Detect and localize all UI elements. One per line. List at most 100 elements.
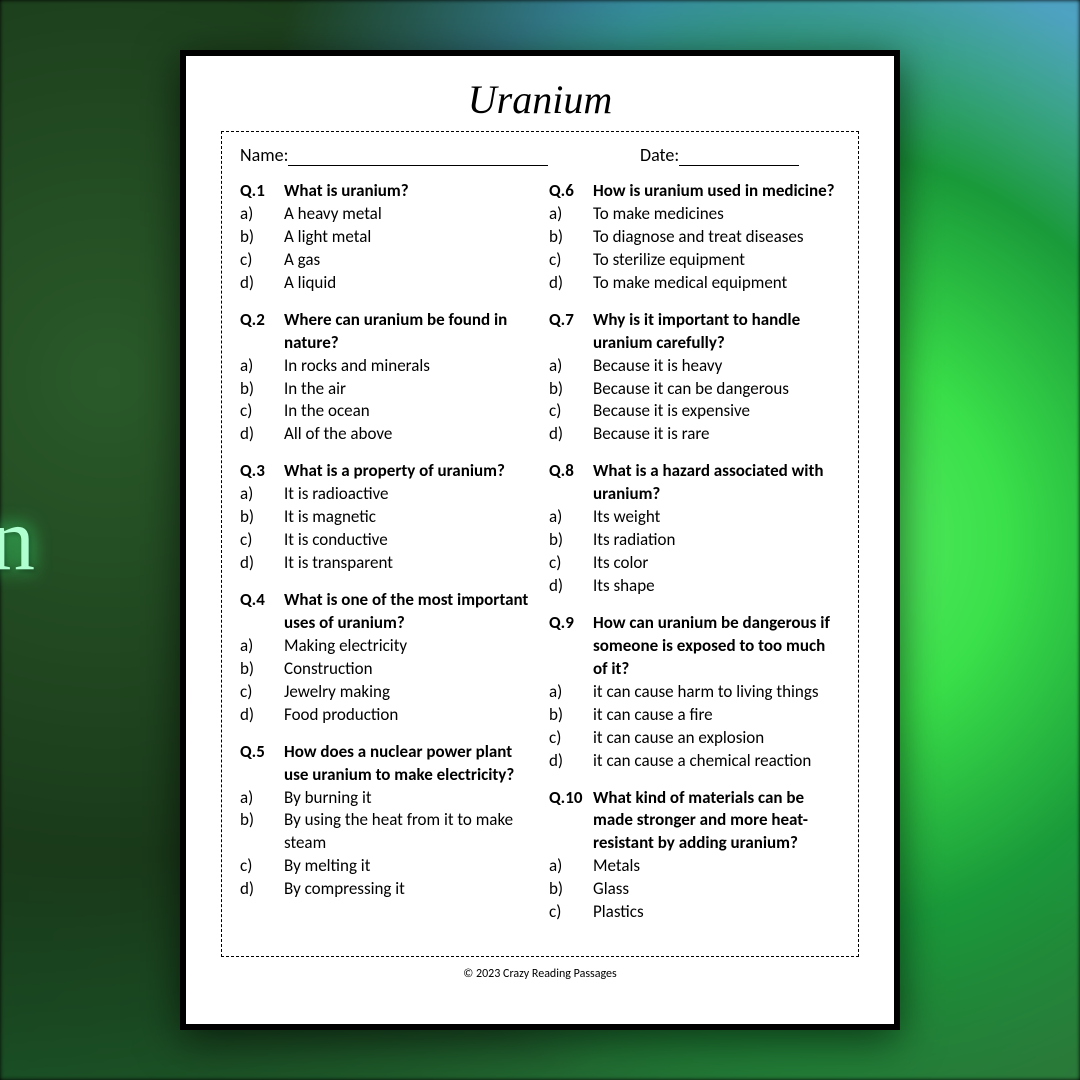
answer-row: a)Making electricity [240, 635, 531, 658]
question-text: How is uranium used in medicine? [593, 180, 840, 203]
answer-row: a)By burning it [240, 787, 531, 810]
answer-row: d)Its shape [549, 575, 840, 598]
answer-text: To diagnose and treat diseases [593, 226, 840, 249]
answer-text: Glass [593, 878, 840, 901]
answer-letter: d) [240, 878, 284, 901]
question-text: Where can uranium be found in nature? [284, 309, 531, 355]
question-number: Q.1 [240, 180, 284, 203]
answer-letter: d) [240, 704, 284, 727]
question-number: Q.8 [549, 460, 593, 506]
question-block: Q.9How can uranium be dangerous if someo… [549, 612, 840, 773]
answer-text: A heavy metal [284, 203, 531, 226]
answer-row: b)In the air [240, 378, 531, 401]
answer-text: To make medicines [593, 203, 840, 226]
answer-letter: a) [240, 787, 284, 810]
question-number: Q.3 [240, 460, 284, 483]
answer-text: it can cause harm to living things [593, 681, 840, 704]
question-block: Q.4What is one of the most important use… [240, 589, 531, 727]
answer-letter: b) [240, 226, 284, 249]
right-column: Q.6How is uranium used in medicine?a)To … [549, 180, 840, 938]
answer-row: a)Because it is heavy [549, 355, 840, 378]
question-row: Q.7Why is it important to handle uranium… [549, 309, 840, 355]
question-number: Q.10 [549, 787, 593, 856]
question-text: What is one of the most important uses o… [284, 589, 531, 635]
date-label: Date: [640, 144, 679, 166]
question-block: Q.1What is uranium?a)A heavy metalb)A li… [240, 180, 531, 295]
answer-text: All of the above [284, 423, 531, 446]
content-box: Name: Date: Q.1What is uranium?a)A heavy… [221, 131, 859, 957]
answer-text: Metals [593, 855, 840, 878]
answer-letter: b) [240, 658, 284, 681]
answer-row: d)All of the above [240, 423, 531, 446]
answer-row: b)Glass [549, 878, 840, 901]
answer-row: b)It is magnetic [240, 506, 531, 529]
answer-row: d)To make medical equipment [549, 272, 840, 295]
answer-text: It is magnetic [284, 506, 531, 529]
answer-letter: d) [549, 423, 593, 446]
answer-letter: c) [549, 552, 593, 575]
question-number: Q.2 [240, 309, 284, 355]
answer-letter: c) [240, 400, 284, 423]
question-row: Q.6How is uranium used in medicine? [549, 180, 840, 203]
answer-letter: d) [549, 575, 593, 598]
answer-text: A liquid [284, 272, 531, 295]
answer-row: c)Its color [549, 552, 840, 575]
answer-row: c)Jewelry making [240, 681, 531, 704]
answer-text: By burning it [284, 787, 531, 810]
answer-letter: c) [549, 727, 593, 750]
answer-text: A gas [284, 249, 531, 272]
answer-row: b)it can cause a fire [549, 704, 840, 727]
answer-text: it can cause a chemical reaction [593, 750, 840, 773]
answer-row: a)it can cause harm to living things [549, 681, 840, 704]
answer-text: Because it is heavy [593, 355, 840, 378]
answer-text: In the ocean [284, 400, 531, 423]
answer-row: c)To sterilize equipment [549, 249, 840, 272]
answer-letter: d) [549, 750, 593, 773]
answer-text: It is radioactive [284, 483, 531, 506]
question-number: Q.7 [549, 309, 593, 355]
answer-letter: c) [549, 249, 593, 272]
answer-letter: b) [240, 378, 284, 401]
answer-letter: a) [240, 355, 284, 378]
answer-row: b)To diagnose and treat diseases [549, 226, 840, 249]
answer-text: In the air [284, 378, 531, 401]
date-blank[interactable] [679, 165, 799, 166]
answer-row: d)It is transparent [240, 552, 531, 575]
answer-letter: a) [240, 483, 284, 506]
answer-text: it can cause an explosion [593, 727, 840, 750]
question-text: How does a nuclear power plant use urani… [284, 741, 531, 787]
answer-text: It is transparent [284, 552, 531, 575]
question-text: What is uranium? [284, 180, 531, 203]
question-row: Q.9How can uranium be dangerous if someo… [549, 612, 840, 681]
answer-text: By compressing it [284, 878, 531, 901]
answer-text: In rocks and minerals [284, 355, 531, 378]
answer-letter: c) [240, 681, 284, 704]
question-row: Q.5How does a nuclear power plant use ur… [240, 741, 531, 787]
question-block: Q.10What kind of materials can be made s… [549, 787, 840, 925]
answer-row: d)it can cause a chemical reaction [549, 750, 840, 773]
answer-letter: b) [549, 226, 593, 249]
answer-text: Its radiation [593, 529, 840, 552]
answer-text: Because it can be dangerous [593, 378, 840, 401]
answer-row: c)Because it is expensive [549, 400, 840, 423]
answer-row: a)Its weight [549, 506, 840, 529]
answer-row: d)Food production [240, 704, 531, 727]
answer-row: a)It is radioactive [240, 483, 531, 506]
question-block: Q.6How is uranium used in medicine?a)To … [549, 180, 840, 295]
answer-row: a)To make medicines [549, 203, 840, 226]
name-blank[interactable] [288, 165, 548, 166]
question-number: Q.6 [549, 180, 593, 203]
answer-letter: a) [549, 506, 593, 529]
question-text: What kind of materials can be made stron… [593, 787, 840, 856]
background-letter: n [0, 489, 35, 592]
answer-text: A light metal [284, 226, 531, 249]
page-title: Uranium [221, 76, 859, 123]
answer-text: Because it is expensive [593, 400, 840, 423]
copyright-footer: © 2023 Crazy Reading Passages [221, 967, 859, 981]
answer-row: c)it can cause an explosion [549, 727, 840, 750]
answer-letter: b) [549, 529, 593, 552]
question-block: Q.7Why is it important to handle uranium… [549, 309, 840, 447]
answer-letter: d) [240, 552, 284, 575]
answer-text: By using the heat from it to make steam [284, 809, 531, 855]
answer-row: b)Its radiation [549, 529, 840, 552]
